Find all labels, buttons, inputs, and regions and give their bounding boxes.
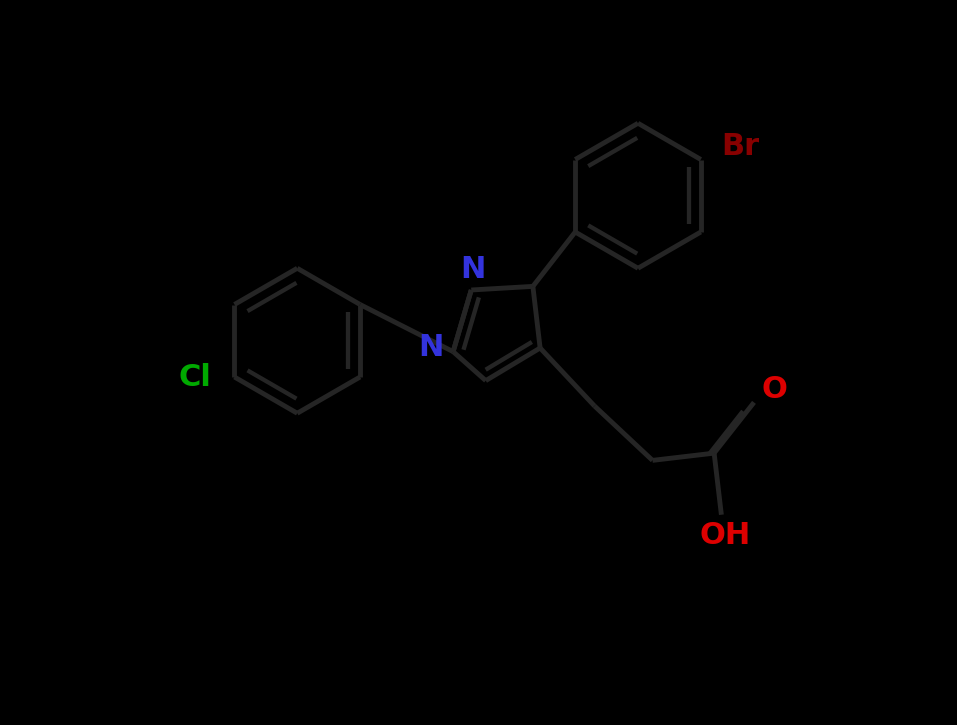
Text: Cl: Cl [178,362,211,392]
Text: OH: OH [700,521,750,550]
Text: O: O [762,375,788,404]
Text: Br: Br [722,132,760,161]
Text: N: N [460,255,485,284]
Text: N: N [419,334,444,362]
